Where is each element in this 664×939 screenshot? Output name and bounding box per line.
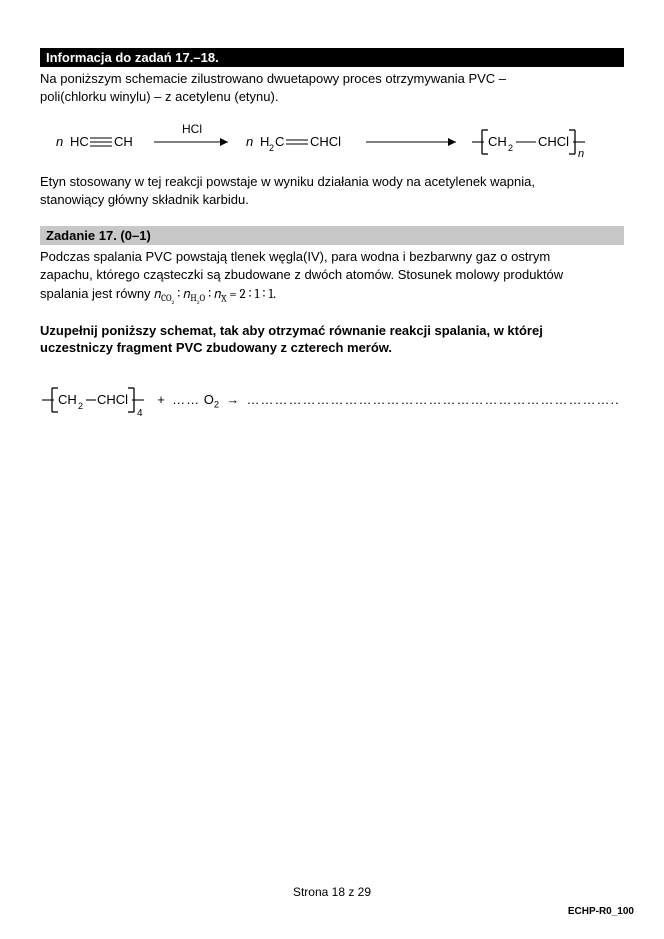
info-header: Informacja do zadań 17.–18. xyxy=(40,48,624,67)
svg-text:CH: CH xyxy=(58,392,77,407)
sp1-right: CH xyxy=(114,134,133,149)
equation-row: CH 2 CHCl 4 + …… O2 → ………………………………………………… xyxy=(40,383,624,419)
task-line-2: zapachu, którego cząsteczki są zbudowane… xyxy=(40,267,563,282)
reagent-hcl: HCl xyxy=(182,122,202,136)
task-header: Zadanie 17. (0–1) xyxy=(40,226,624,245)
svg-text:CHCl: CHCl xyxy=(97,392,128,407)
intro-line-2: poli(chlorku winylu) – z acetylenu (etyn… xyxy=(40,89,278,104)
intro-text: Na poniższym schemacie zilustrowano dwue… xyxy=(40,70,624,105)
etyn-line-2: stanowiący główny składnik karbidu. xyxy=(40,192,249,207)
sp1-left: HC xyxy=(70,134,89,149)
svg-text:2: 2 xyxy=(269,143,274,153)
arrow: → xyxy=(226,392,239,407)
instr-line-1: Uzupełnij poniższy schemat, tak aby otrz… xyxy=(40,323,543,338)
svg-text:2: 2 xyxy=(78,401,83,411)
intro-line-1: Na poniższym schemacie zilustrowano dwue… xyxy=(40,71,506,86)
svg-text:CH: CH xyxy=(488,134,507,149)
blank-coeff: …… xyxy=(172,392,200,407)
task-line-3a: spalania jest równy xyxy=(40,286,154,301)
sp2-c: C xyxy=(275,134,284,149)
task-line-1: Podczas spalania PVC powstają tlenek węg… xyxy=(40,249,550,264)
eqn-text: + …… O2 → …………………………………………………………………….. xyxy=(150,392,620,410)
svg-text:4: 4 xyxy=(137,408,143,419)
reaction-scheme: n HC CH HCl n H 2 C CHCl xyxy=(40,121,624,161)
svg-text:2: 2 xyxy=(508,143,513,153)
svg-text:CHCl: CHCl xyxy=(538,134,569,149)
plus-sign: + xyxy=(157,392,165,407)
o2-formula: O2 xyxy=(204,392,219,407)
poly-n: n xyxy=(578,148,584,160)
etyn-line-1: Etyn stosowany w tej reakcji powstaje w … xyxy=(40,174,535,189)
sp2-h: H xyxy=(260,134,269,149)
instruction: Uzupełnij poniższy schemat, tak aby otrz… xyxy=(40,322,624,357)
page-footer: Strona 18 z 29 xyxy=(0,885,664,899)
sp2-right: CHCl xyxy=(310,134,341,149)
scheme-n1: n xyxy=(56,134,63,149)
instr-line-2: uczestniczy fragment PVC zbudowany z czt… xyxy=(40,340,392,355)
blank-products: …………………………………………………………………….. xyxy=(246,392,619,407)
task-body: Podczas spalania PVC powstają tlenek węg… xyxy=(40,248,624,308)
etyn-text: Etyn stosowany w tej reakcji powstaje w … xyxy=(40,173,624,208)
ratio-expression: 𝑛CO2 ∶ 𝑛H2O ∶ 𝑛X = 2 ∶ 1 ∶ 1. xyxy=(154,287,276,302)
scheme-n2: n xyxy=(246,134,253,149)
polymer-fragment: CH 2 CHCl 4 xyxy=(40,383,150,419)
doc-code: ECHP-R0_100 xyxy=(568,906,634,917)
